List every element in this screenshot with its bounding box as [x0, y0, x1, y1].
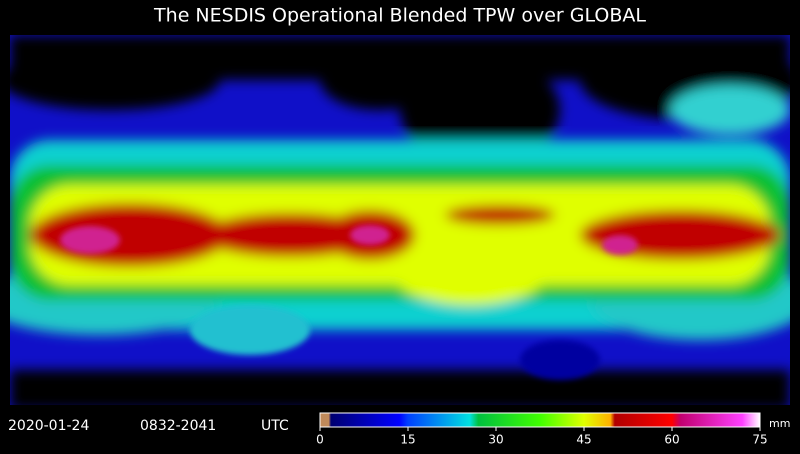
colorbar-unit: mm [769, 417, 790, 430]
date: 2020-01-24 [8, 418, 89, 434]
tpw-map [10, 35, 790, 405]
colorbar-tick-label: 0 [316, 433, 324, 447]
colorbar-ramp [319, 412, 761, 428]
colorbar-tick-label: 30 [488, 433, 503, 447]
colorbar-tick-label: 45 [576, 433, 591, 447]
zone: UTC [261, 418, 289, 434]
colorbar-tick-label: 75 [752, 433, 767, 447]
colorbar [319, 412, 761, 428]
colorbar-tick-label: 60 [664, 433, 679, 447]
colorbar-tick-label: 15 [400, 433, 415, 447]
title: The NESDIS Operational Blended TPW over … [153, 5, 646, 27]
time: 0832-2041 [140, 418, 216, 434]
